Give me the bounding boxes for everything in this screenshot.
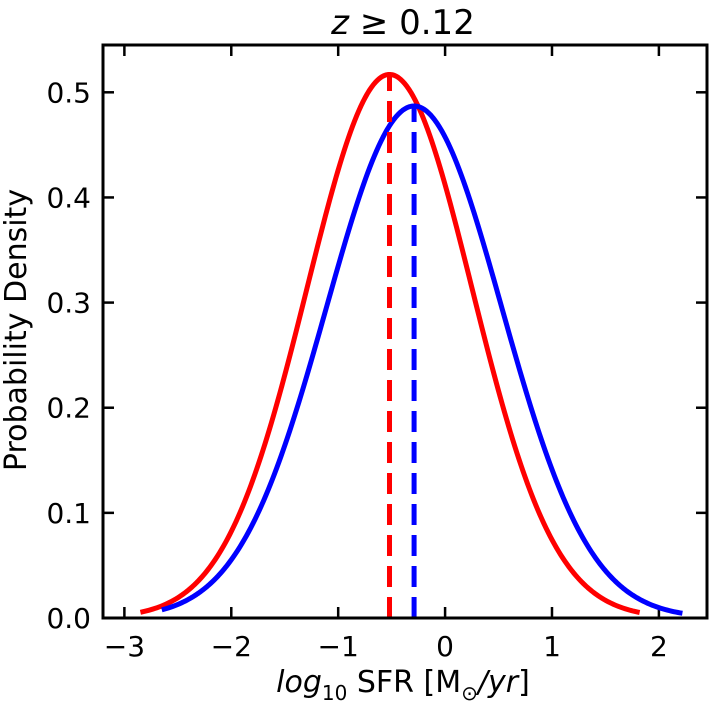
y-tick-label: 0.3 [46, 287, 91, 320]
y-tick-label: 0.0 [46, 602, 91, 635]
red-gaussian-curve [139, 71, 641, 615]
y-axis-label: Probability Density [0, 189, 34, 471]
tick-layer [103, 45, 707, 620]
x-tick-label: 0 [436, 630, 454, 663]
x-tick-label: −2 [211, 630, 252, 663]
y-tick-label: 0.2 [46, 392, 91, 425]
series-layer [139, 71, 683, 618]
x-tick-label: 2 [650, 630, 668, 663]
x-tick-label: −3 [104, 630, 145, 663]
x-axis-label: log10 SFR [M⊙/yr] [276, 665, 530, 705]
blue-gaussian-curve [161, 103, 683, 616]
y-tick-label: 0.4 [46, 181, 91, 214]
chart-title: z ≥ 0.12 [330, 3, 475, 43]
plot-frame [101, 43, 709, 620]
y-tick-label: 0.1 [46, 497, 91, 530]
tick-label-layer: −3 −2 −1 0 1 2 0.0 0.1 0.2 0.3 0.4 0.5 [46, 76, 667, 663]
y-tick-label: 0.5 [46, 76, 91, 109]
x-tick-label: 1 [543, 630, 561, 663]
x-tick-label: −1 [318, 630, 359, 663]
